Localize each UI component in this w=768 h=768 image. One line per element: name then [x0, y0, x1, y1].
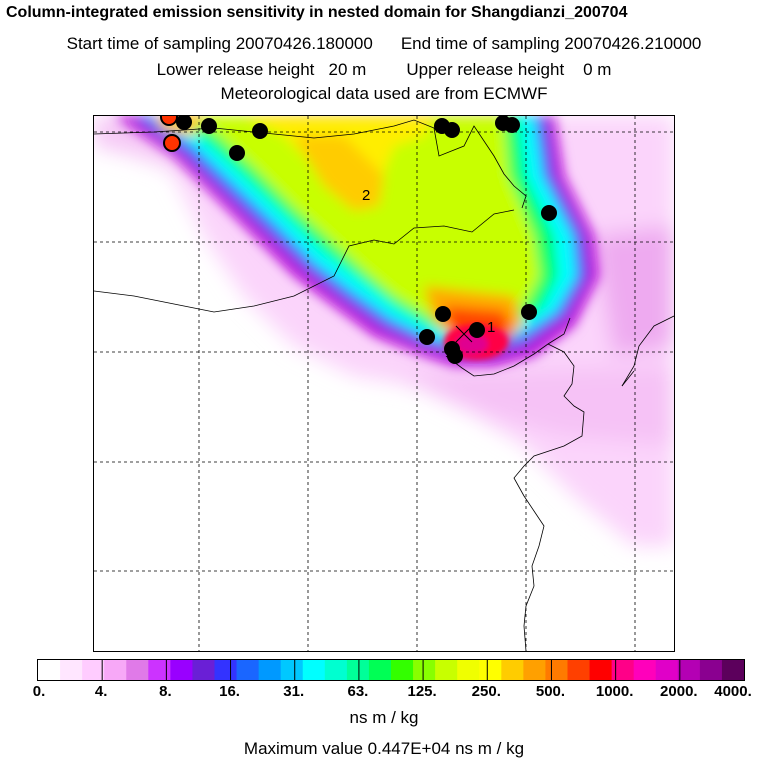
- colorbar-tick-label: 2000.: [660, 683, 698, 700]
- colorbar-swatch: [302, 660, 326, 680]
- black-station-marker: [469, 322, 485, 338]
- black-station-marker: [435, 306, 451, 322]
- colorbar-canvas: [38, 660, 744, 680]
- plume-field: [114, 116, 599, 366]
- colorbar-swatch: [523, 660, 546, 680]
- colorbar-tick-label: 4000.: [714, 683, 752, 700]
- colorbar-swatch: [38, 660, 61, 680]
- receptor-cross: [455, 325, 473, 343]
- colorbar-tick-label: 63.: [347, 683, 369, 700]
- lower-release-height-label: Lower release height 20 m: [156, 60, 367, 79]
- colorbar-swatch: [258, 660, 282, 680]
- colorbar-swatch: [170, 660, 193, 680]
- colorbar-tick-label: 1000.: [595, 683, 634, 700]
- plume-label-1: 1: [487, 319, 495, 336]
- colorbar-tick-label: 16.: [219, 683, 240, 700]
- grid-lines: [94, 116, 674, 651]
- colorbar-swatch: [501, 660, 524, 680]
- colorbar-swatch: [589, 660, 613, 680]
- colorbar-swatch: [60, 660, 83, 680]
- colorbar: [37, 659, 745, 681]
- plot-title: Column-integrated emission sensitivity i…: [6, 4, 628, 21]
- colorbar-swatch: [611, 660, 635, 680]
- black-station-marker: [229, 145, 245, 161]
- black-station-marker: [521, 304, 537, 320]
- colorbar-tick-label: 4.: [94, 683, 108, 700]
- start-time-label: Start time of sampling 20070426.180000: [66, 34, 373, 53]
- colorbar-swatch: [655, 660, 679, 680]
- colorbar-swatch: [721, 660, 744, 680]
- red-station-marker: [160, 116, 178, 126]
- colorbar-swatch: [148, 660, 171, 680]
- colorbar-swatch: [545, 660, 568, 680]
- sensitivity-map: 1 2: [93, 115, 675, 652]
- colorbar-tick-label: 500.: [535, 683, 566, 700]
- colorbar-swatch: [567, 660, 591, 680]
- red-station-marker: [163, 134, 181, 152]
- colorbar-tick-label: 8.: [159, 683, 172, 700]
- black-station-marker: [447, 348, 463, 364]
- map-canvas: 1 2: [94, 116, 674, 651]
- colorbar-tick-label: 0.: [32, 683, 46, 700]
- colorbar-swatch: [192, 660, 215, 680]
- release-height-line: Lower release height 20 m Upper release h…: [0, 60, 768, 80]
- colorbar-swatch: [104, 660, 127, 680]
- colorbar-swatch: [368, 660, 392, 680]
- end-time-label: End time of sampling 20070426.210000: [400, 34, 702, 53]
- colorbar-swatch: [346, 660, 370, 680]
- colorbar-ticks: 0. 4. 8. 16. 31. 63. 125. 250. 500. 1000. 2000. 400…: [0, 683, 768, 705]
- colorbar-tick-label: 125.: [407, 683, 437, 700]
- black-station-marker: [252, 123, 268, 139]
- colorbar-swatch: [324, 660, 348, 680]
- colorbar-swatch: [280, 660, 304, 680]
- colorbar-tick-label: 31.: [283, 683, 305, 700]
- colorbar-swatch: [82, 660, 105, 680]
- colorbar-swatch: [413, 660, 436, 680]
- colorbar-swatch: [391, 660, 414, 680]
- colorbar-swatch: [699, 660, 723, 680]
- colorbar-swatch: [435, 660, 458, 680]
- colorbar-tick-label: 250.: [471, 683, 501, 700]
- maximum-value-label: Maximum value 0.447E+04 ns m / kg: [243, 739, 525, 758]
- colorbar-swatch: [214, 660, 238, 680]
- colorbar-swatch: [457, 660, 480, 680]
- met-data-label: Meteorological data used are from ECMWF: [220, 84, 548, 103]
- colorbar-swatch: [479, 660, 502, 680]
- black-station-marker: [201, 118, 217, 134]
- black-station-marker: [541, 205, 557, 221]
- black-station-marker: [176, 116, 192, 130]
- plume-label-2: 2: [362, 187, 370, 204]
- colorbar-swatch: [236, 660, 260, 680]
- colorbar-swatch: [633, 660, 657, 680]
- sampling-time-line: Start time of sampling 20070426.180000 En…: [0, 34, 768, 54]
- colorbar-swatch: [126, 660, 149, 680]
- black-station-marker: [419, 329, 435, 345]
- station-markers: [160, 116, 557, 364]
- black-station-marker: [444, 122, 460, 138]
- colorbar-units: ns m / kg: [349, 708, 419, 727]
- black-station-marker: [504, 117, 520, 133]
- colorbar-swatch: [677, 660, 701, 680]
- upper-release-height-label: Upper release height 0 m: [406, 60, 612, 79]
